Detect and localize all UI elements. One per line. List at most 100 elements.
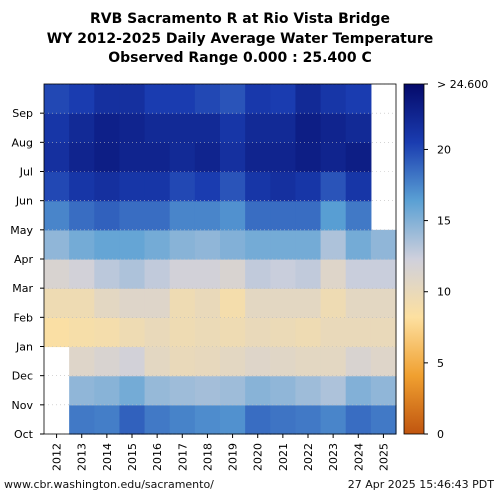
heatmap-cell-2015-Sep: [119, 84, 146, 114]
heatmap-cell-2014-Oct: [94, 404, 121, 435]
heatmap-cell-2017-Oct: [169, 404, 196, 435]
heatmap-cell-2021-Oct: [270, 404, 297, 435]
heatmap-cell-2013-Jul: [69, 142, 95, 173]
x-tick-label: 2021: [277, 443, 290, 471]
heatmap-cell-2022-Apr: [295, 229, 322, 260]
chart-title-line-3: Observed Range 0.000 : 25.400 C: [108, 50, 372, 66]
heatmap-cell-2013-Apr: [69, 229, 95, 260]
heatmap-cell-2015-Feb: [119, 288, 146, 318]
heatmap-cell-2021-Mar: [270, 259, 297, 289]
axes: Oct Nov Dec Jan Feb Mar Apr May Jun Jul Aug Sep 2012…: [10, 83, 397, 471]
heatmap-cell-2019-Jun: [220, 171, 246, 202]
heatmap-cell-2015-May: [119, 200, 146, 231]
heatmap-cell-2016-Dec: [144, 346, 171, 377]
heatmap-cell-2020-Mar: [245, 259, 271, 289]
heatmap-cell-2012-Feb: [44, 288, 70, 318]
heatmap-cell-2015-Aug: [119, 113, 146, 143]
y-tick-label: Feb: [14, 311, 33, 324]
heatmap-cell-2021-Apr: [270, 229, 297, 260]
heatmap-cell-2019-Oct: [220, 404, 246, 435]
heatmap-cell-2013-Sep: [69, 84, 95, 114]
heatmap-cell-2025-Feb: [370, 288, 397, 318]
heatmap-cell-2025-Oct: [370, 404, 397, 435]
heatmap-cell-2016-Mar: [144, 259, 171, 289]
heatmap-cell-2015-Nov: [119, 375, 146, 406]
y-tick-label: Oct: [14, 428, 34, 441]
heatmap-cell-2014-Jun: [94, 171, 121, 202]
heatmap-cell-2014-Sep: [94, 84, 121, 114]
heatmap-cell-2014-Aug: [94, 113, 121, 143]
heatmap-cell-2013-Aug: [69, 113, 95, 143]
heatmap-cell-2017-Feb: [169, 288, 196, 318]
chart-title-line-1: RVB Sacramento R at Rio Vista Bridge: [90, 11, 390, 27]
heatmap-cell-2024-Nov: [345, 375, 372, 406]
heatmap-cell-2025-Jan: [370, 317, 397, 348]
chart-title-line-2: WY 2012-2025 Daily Average Water Tempera…: [46, 31, 434, 47]
x-tick-label: 2025: [377, 443, 390, 471]
heatmap-cell-2012-May: [44, 200, 70, 231]
heatmap-cell-2012-Jun: [44, 171, 70, 202]
heatmap-cell-2021-Sep: [270, 84, 297, 114]
heatmap-cell-2016-Nov: [144, 375, 171, 406]
y-tick-label: Aug: [12, 136, 33, 149]
heatmap-cell-2018-Jun: [194, 171, 221, 202]
heatmap-cell-2015-Dec: [119, 346, 146, 377]
heatmap-cell-2017-Sep: [169, 84, 196, 114]
heatmap-cell-2014-Apr: [94, 229, 121, 260]
heatmap-cell-2015-Apr: [119, 229, 146, 260]
heatmap-cell-2020-Dec: [245, 346, 271, 377]
footer-url[interactable]: www.cbr.washington.edu/sacramento/: [4, 478, 214, 491]
heatmap-cell-2018-Jan: [194, 317, 221, 348]
y-tick-label: Jul: [19, 166, 33, 179]
heatmap-cell-2013-Dec: [69, 346, 95, 377]
heatmap-cell-2023-Nov: [320, 375, 347, 406]
heatmap-cell-2013-Nov: [69, 375, 95, 406]
heatmap-cell-2018-May: [194, 200, 221, 231]
heatmap-cell-2020-Sep: [245, 84, 271, 114]
footer-timestamp: 27 Apr 2025 15:46:43 PDT: [347, 478, 494, 491]
y-tick-label: Jan: [15, 341, 33, 354]
colorbar-max-label: > 24.600: [437, 78, 488, 91]
heatmap-cell-2023-Dec: [320, 346, 347, 377]
heatmap-cell-2021-Jul: [270, 142, 297, 173]
heatmap-cell-2024-Mar: [345, 259, 372, 289]
heatmap-cell-2021-Feb: [270, 288, 297, 318]
heatmap-cell-2017-Jul: [169, 142, 196, 173]
heatmap-cell-2024-Apr: [345, 229, 372, 260]
heatmap-cell-2023-Apr: [320, 229, 347, 260]
y-tick-label: Jun: [15, 195, 33, 208]
heatmap-cell-2012-Jul: [44, 142, 70, 173]
heatmap-cell-2019-May: [220, 200, 246, 231]
x-tick-label: 2022: [302, 443, 315, 471]
heatmap-cell-2022-Dec: [295, 346, 322, 377]
heatmap-cell-2021-Dec: [270, 346, 297, 377]
heatmap-cell-2021-Jan: [270, 317, 297, 348]
heatmap-cell-2018-Aug: [194, 113, 221, 143]
heatmap-cell-2014-Jul: [94, 142, 121, 173]
colorbar-tick-label: 15: [437, 215, 451, 228]
x-tick-label: 2015: [126, 443, 139, 471]
colorbar-tick-label: 5: [437, 357, 444, 370]
heatmap-cell-2023-Feb: [320, 288, 347, 318]
heatmap-cell-2024-Dec: [345, 346, 372, 377]
heatmap-cell-2018-Oct: [194, 404, 221, 435]
heatmap-cell-2013-Jan: [69, 317, 95, 348]
x-tick-label: 2020: [252, 443, 265, 471]
heatmap-cell-2013-Mar: [69, 259, 95, 289]
heatmap-cell-2016-Feb: [144, 288, 171, 318]
x-tick-label: 2013: [76, 443, 89, 471]
heatmap-cell-2014-Mar: [94, 259, 121, 289]
heatmap-cell-2018-Jul: [194, 142, 221, 173]
heatmap-cell-2022-Jul: [295, 142, 322, 173]
y-tick-label: Apr: [14, 253, 34, 266]
x-tick-label: 2014: [101, 443, 114, 471]
heatmap-cell-2022-Aug: [295, 113, 322, 143]
heatmap-cell-2024-Jul: [345, 142, 372, 173]
heatmap-cell-2012-Jan: [44, 317, 70, 348]
heatmap-cell-2016-Apr: [144, 229, 171, 260]
heatmap-cell-2021-Jun: [270, 171, 297, 202]
heatmap-cell-2023-Jun: [320, 171, 347, 202]
heatmap-cell-2023-Oct: [320, 404, 347, 435]
heatmap-cell-2020-Oct: [245, 404, 271, 435]
heatmap-cell-2024-Jun: [345, 171, 372, 202]
